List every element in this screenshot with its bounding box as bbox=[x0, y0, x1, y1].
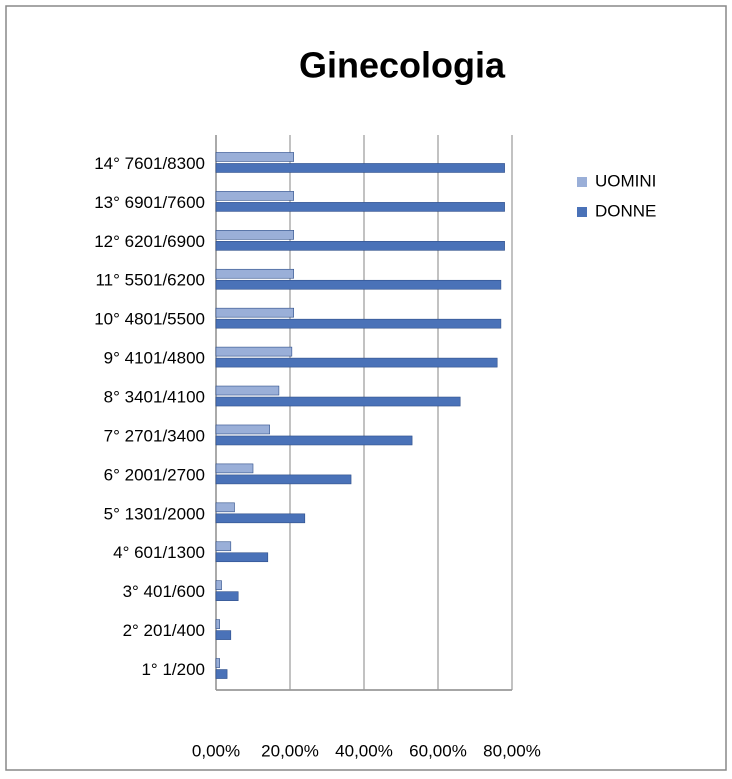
bar bbox=[215, 346, 293, 357]
bar bbox=[215, 307, 294, 318]
chart-title: Ginecologia bbox=[299, 45, 506, 86]
x-tick-label: 40,00% bbox=[335, 741, 393, 760]
bar bbox=[215, 318, 502, 329]
bar bbox=[215, 630, 232, 640]
bar bbox=[215, 591, 239, 601]
bar bbox=[215, 163, 505, 173]
y-tick-label: 3° 401/600 bbox=[123, 582, 205, 601]
bar bbox=[215, 357, 498, 368]
y-tick-label: 6° 2001/2700 bbox=[104, 465, 205, 484]
bar bbox=[215, 191, 294, 201]
bar bbox=[215, 658, 220, 668]
y-tick-label: 7° 2701/3400 bbox=[104, 426, 205, 445]
bar bbox=[215, 502, 235, 513]
x-tick-label: 60,00% bbox=[409, 741, 467, 760]
y-tick-label: 2° 201/400 bbox=[123, 621, 205, 640]
bar bbox=[215, 513, 306, 524]
y-tick-label: 8° 3401/4100 bbox=[104, 388, 205, 407]
bar bbox=[215, 669, 228, 679]
bar bbox=[215, 385, 280, 396]
x-tick-label: 20,00% bbox=[261, 741, 319, 760]
chart-frame bbox=[5, 5, 727, 771]
x-tick-label: 80,00% bbox=[483, 741, 541, 760]
legend-swatch bbox=[577, 177, 587, 187]
bar bbox=[215, 619, 220, 629]
bar bbox=[215, 279, 502, 290]
bar bbox=[215, 435, 413, 446]
bar bbox=[215, 463, 254, 474]
y-tick-label: 9° 4101/4800 bbox=[104, 349, 205, 368]
y-tick-label: 4° 601/1300 bbox=[113, 543, 205, 562]
legend-label: UOMINI bbox=[595, 171, 656, 190]
bar bbox=[215, 241, 505, 251]
y-tick-label: 14° 7601/8300 bbox=[94, 154, 205, 173]
bar bbox=[215, 202, 505, 212]
x-tick-label: 0,00% bbox=[192, 741, 240, 760]
bar bbox=[215, 268, 294, 279]
bar bbox=[215, 424, 270, 435]
bar bbox=[215, 474, 352, 485]
bar bbox=[215, 552, 269, 563]
y-tick-label: 5° 1301/2000 bbox=[104, 504, 205, 523]
bar bbox=[215, 152, 294, 162]
bar bbox=[215, 396, 461, 407]
bar bbox=[215, 541, 232, 552]
bar bbox=[215, 580, 222, 590]
legend-label: DONNE bbox=[595, 201, 656, 220]
bar bbox=[215, 230, 294, 240]
y-tick-label: 13° 6901/7600 bbox=[94, 193, 205, 212]
y-tick-label: 10° 4801/5500 bbox=[94, 310, 205, 329]
y-tick-label: 1° 1/200 bbox=[141, 660, 205, 679]
y-tick-label: 12° 6201/6900 bbox=[94, 232, 205, 251]
y-tick-label: 11° 5501/6200 bbox=[95, 271, 205, 290]
legend-swatch bbox=[577, 207, 587, 217]
